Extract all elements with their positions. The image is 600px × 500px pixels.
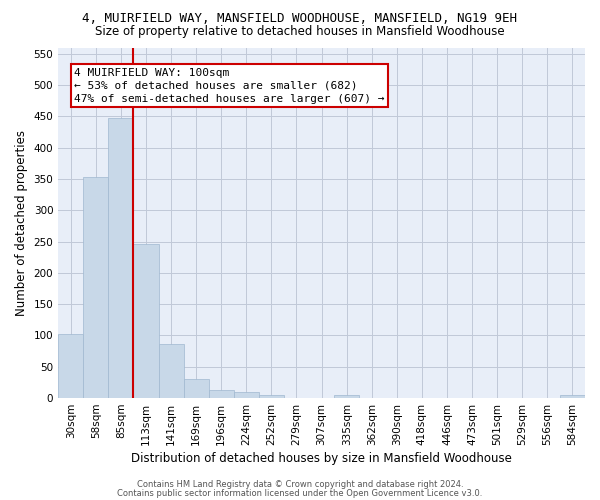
- Y-axis label: Number of detached properties: Number of detached properties: [15, 130, 28, 316]
- Bar: [133, 244, 158, 398]
- Bar: [234, 392, 259, 398]
- Bar: [83, 177, 109, 398]
- Bar: [209, 390, 234, 398]
- Text: 4 MUIRFIELD WAY: 100sqm
← 53% of detached houses are smaller (682)
47% of semi-d: 4 MUIRFIELD WAY: 100sqm ← 53% of detache…: [74, 68, 385, 104]
- Text: Size of property relative to detached houses in Mansfield Woodhouse: Size of property relative to detached ho…: [95, 25, 505, 38]
- Bar: [560, 395, 585, 398]
- Text: Contains HM Land Registry data © Crown copyright and database right 2024.: Contains HM Land Registry data © Crown c…: [137, 480, 463, 489]
- X-axis label: Distribution of detached houses by size in Mansfield Woodhouse: Distribution of detached houses by size …: [131, 452, 512, 465]
- Text: 4, MUIRFIELD WAY, MANSFIELD WOODHOUSE, MANSFIELD, NG19 9EH: 4, MUIRFIELD WAY, MANSFIELD WOODHOUSE, M…: [83, 12, 517, 26]
- Bar: [58, 334, 83, 398]
- Bar: [334, 395, 359, 398]
- Text: Contains public sector information licensed under the Open Government Licence v3: Contains public sector information licen…: [118, 488, 482, 498]
- Bar: [259, 395, 284, 398]
- Bar: [184, 380, 209, 398]
- Bar: [109, 118, 133, 398]
- Bar: [158, 344, 184, 398]
